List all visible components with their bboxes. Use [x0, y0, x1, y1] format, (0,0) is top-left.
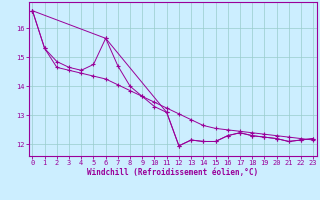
- X-axis label: Windchill (Refroidissement éolien,°C): Windchill (Refroidissement éolien,°C): [87, 168, 258, 177]
